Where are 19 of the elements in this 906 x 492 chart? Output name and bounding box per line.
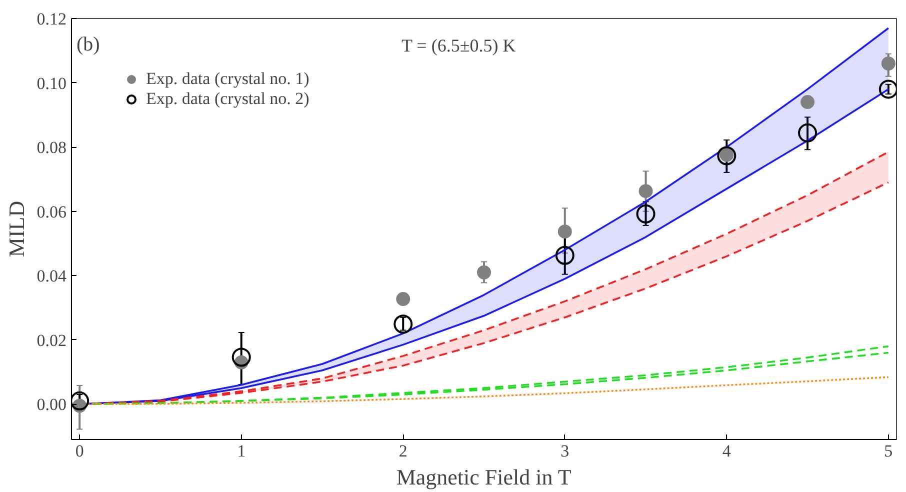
x-tick-label: 2 xyxy=(398,442,408,460)
y-axis-title: MILD xyxy=(4,200,29,258)
y-tick-label: 0.00 xyxy=(36,395,66,414)
x-tick-label: 0 xyxy=(75,442,84,460)
x-tick-label: 4 xyxy=(722,442,732,460)
y-tick-label: 0.12 xyxy=(36,10,66,28)
y-tick-label: 0.10 xyxy=(36,74,66,93)
annotation: (b) xyxy=(76,34,100,56)
annotation: T = (6.5±0.5) K xyxy=(402,36,516,56)
legend-label: Exp. data (crystal no. 2) xyxy=(146,89,310,109)
y-tick-label: 0.06 xyxy=(36,202,66,222)
y-tick-label: 0.02 xyxy=(36,330,66,350)
x-tick-label: 3 xyxy=(560,442,570,460)
x-tick-label: 1 xyxy=(237,442,246,460)
y-tick-label: 0.04 xyxy=(36,266,67,286)
x-tick-label: 5 xyxy=(884,442,893,460)
x-axis-title: Magnetic Field in T xyxy=(396,464,572,490)
y-tick-label: 0.08 xyxy=(36,138,66,158)
legend-label: Exp. data (crystal no. 1) xyxy=(146,69,310,89)
